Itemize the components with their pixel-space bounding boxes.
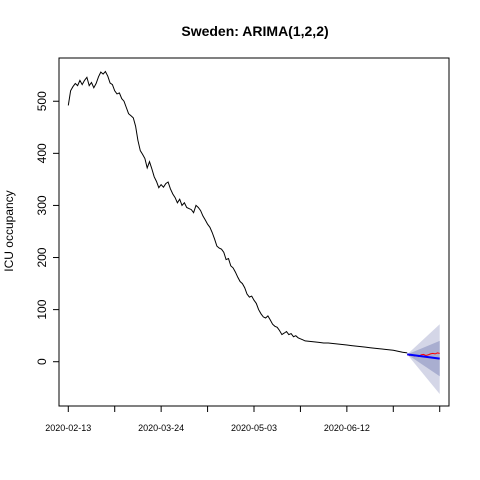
y-tick-label: 300	[35, 195, 49, 215]
y-tick-label: 400	[35, 143, 49, 163]
forecast-interval-inner	[407, 340, 440, 377]
y-tick-label: 200	[35, 247, 49, 267]
y-tick-label: 0	[35, 358, 49, 365]
y-axis-label: ICU occupancy	[2, 190, 16, 271]
series-observed-line	[67, 70, 408, 354]
x-tick-label: 2020-05-03	[231, 423, 277, 433]
y-tick-label: 100	[35, 299, 49, 319]
plot-area: 0 100 200 300 400 500 2020-02-13 2020-03-24 2020…	[35, 57, 450, 433]
x-tick-label: 2020-06-12	[324, 423, 370, 433]
x-tick-label: 2020-02-13	[45, 423, 91, 433]
x-tick-label: 2020-03-24	[138, 423, 184, 433]
series-forecast-line	[407, 353, 440, 360]
chart-title: Sweden: ARIMA(1,2,2)	[181, 23, 328, 39]
y-tick-label: 500	[35, 91, 49, 111]
plot-frame	[58, 57, 450, 407]
